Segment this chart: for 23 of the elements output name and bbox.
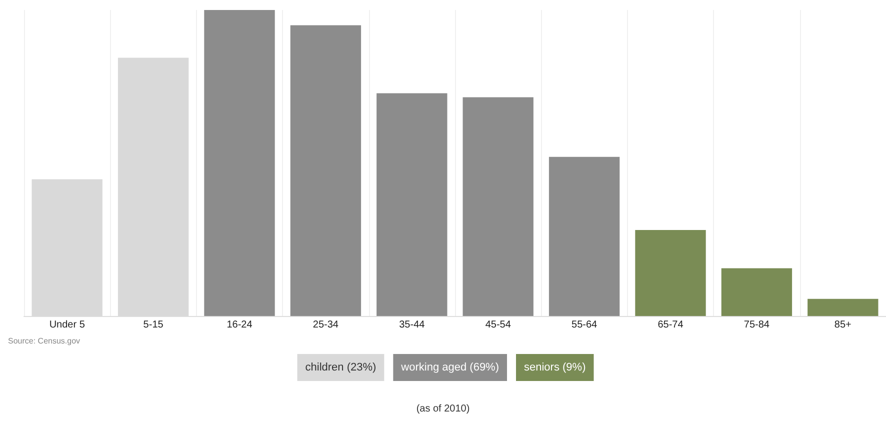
x-tick-label: 25-34 xyxy=(312,320,339,330)
bar xyxy=(204,10,275,316)
x-tick-label: 65-74 xyxy=(658,320,684,330)
text: seniors (9%) xyxy=(524,362,586,374)
bar xyxy=(808,298,878,316)
text: (as of 2010) xyxy=(416,404,470,414)
bar xyxy=(376,93,448,316)
x-tick-label: 85+ xyxy=(834,320,852,330)
bar xyxy=(721,268,792,316)
bar xyxy=(635,230,706,316)
text: working aged (69%) xyxy=(400,362,500,374)
text: children (23%) xyxy=(305,362,376,374)
x-tick-label: 5-15 xyxy=(143,320,164,330)
bar xyxy=(462,97,534,316)
x-tick-label: 35-44 xyxy=(399,320,426,330)
x-tick-label: 55-64 xyxy=(572,320,598,330)
x-tick-label: 45-54 xyxy=(485,320,512,330)
x-tick-label: 16-24 xyxy=(226,320,253,330)
x-tick-label: Under 5 xyxy=(49,320,86,330)
source-note: Source: Census.gov xyxy=(8,336,80,346)
x-tick-label: 75-84 xyxy=(744,320,770,330)
bar xyxy=(290,25,362,316)
bar xyxy=(548,156,620,316)
